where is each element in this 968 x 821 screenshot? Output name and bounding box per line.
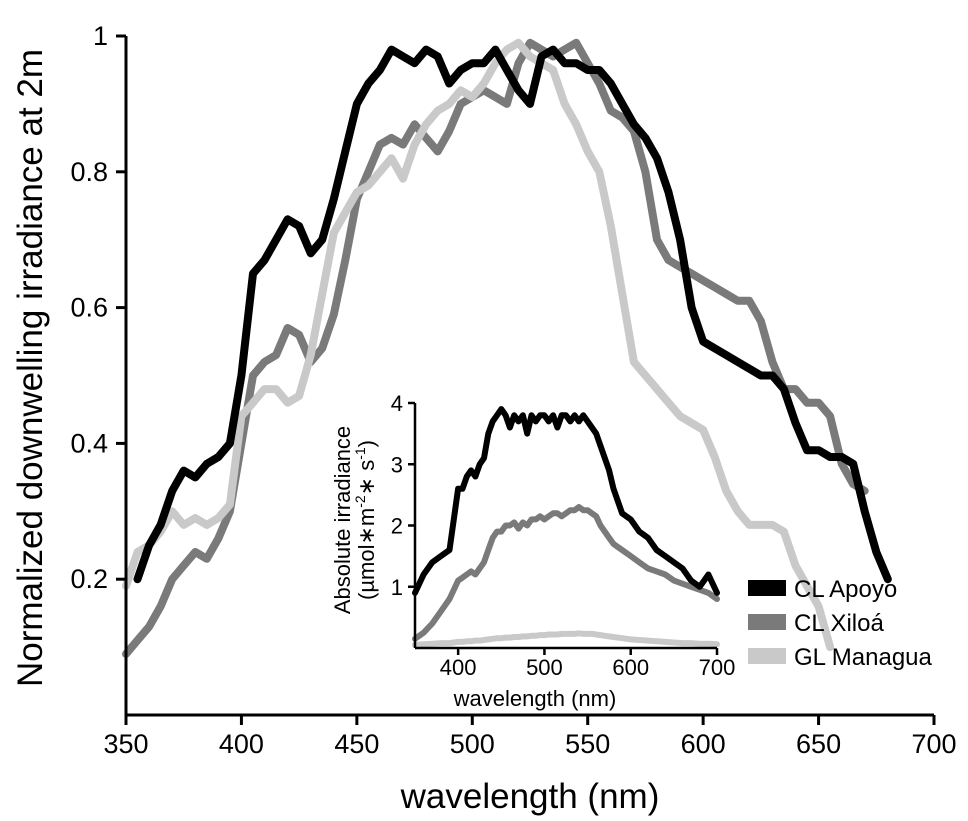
main-x-tick-label: 600 [681, 729, 726, 759]
legend-label: CL Apoyo [794, 576, 897, 603]
main-x-ticks: 350 400 450 500 550 600 650 700 [103, 715, 957, 759]
inset-x-tick-label: 500 [526, 655, 563, 680]
inset-y-unit-part1: (µmol∗m [354, 508, 379, 600]
inset-y-tick-label: 4 [391, 391, 403, 416]
main-y-tick-label: 1 [93, 21, 108, 51]
main-series-line-cl-apoyo [133, 45, 892, 584]
main-y-tick-label: 0.2 [70, 564, 108, 594]
main-x-tick-label: 550 [565, 729, 610, 759]
inset-y-tick-label: 2 [391, 514, 403, 539]
inset-y-unit-sup1: -2 [352, 495, 368, 508]
main-x-axis-title: wavelength (nm) [400, 777, 660, 816]
inset-chart: 400 500 600 700 1 2 3 4 wavelength (nm) Absolu… [330, 391, 735, 711]
main-y-tick-label: 0.4 [70, 428, 108, 458]
inset-y-unit-close: ) [354, 440, 379, 447]
inset-series-line-gl-managua [412, 630, 720, 648]
inset-x-tick-label: 700 [699, 655, 736, 680]
inset-x-tick-label: 600 [612, 655, 649, 680]
inset-y-axis-title-line1: Absolute irradiance [330, 426, 355, 614]
inset-y-axis-title-line2: (µmol∗m-2∗ s-1) [352, 440, 379, 600]
main-y-tick-label: 0.8 [70, 157, 108, 187]
inset-series-line-cl-apoyo [412, 406, 720, 596]
main-chart: 350 400 450 500 550 600 650 700 0.2 0.4 0.6 0.8 1 w… [11, 21, 957, 816]
main-series-line-cl-xilo- [122, 38, 869, 658]
main-x-tick-label: 450 [334, 729, 379, 759]
main-x-tick-label: 700 [911, 729, 956, 759]
inset-series-line-cl-xilo- [412, 504, 720, 642]
main-x-tick-label: 500 [450, 729, 495, 759]
inset-y-tick-label: 1 [391, 575, 403, 600]
main-y-axis-title: Normalized downwelling irradiance at 2m [11, 49, 50, 687]
inset-x-axis-title: wavelength (nm) [453, 686, 617, 711]
main-y-tick-label: 0.6 [70, 293, 108, 323]
legend-label: GL Managua [794, 644, 933, 671]
inset-series-lines [412, 406, 720, 648]
inset-x-tick-label: 400 [440, 655, 477, 680]
inset-x-ticks: 400 500 600 700 [440, 648, 736, 680]
legend-label: CL Xiloá [794, 610, 884, 637]
main-series-line-gl-managua [122, 38, 835, 652]
inset-y-unit-sup2: -1 [352, 447, 368, 460]
main-x-tick-label: 350 [103, 729, 148, 759]
inset-y-ticks: 1 2 3 4 [391, 391, 415, 600]
main-y-ticks: 0.2 0.4 0.6 0.8 1 [70, 21, 126, 594]
main-x-tick-label: 400 [219, 729, 264, 759]
inset-y-axis-title: Absolute irradiance (µmol∗m-2∗ s-1) [330, 426, 379, 614]
inset-y-tick-label: 3 [391, 452, 403, 477]
inset-y-unit-part2: ∗ s [354, 460, 379, 496]
main-x-tick-label: 650 [796, 729, 841, 759]
main-series-lines [122, 38, 892, 658]
legend: CL Apoyo CL Xiloá GL Managua [748, 576, 933, 671]
